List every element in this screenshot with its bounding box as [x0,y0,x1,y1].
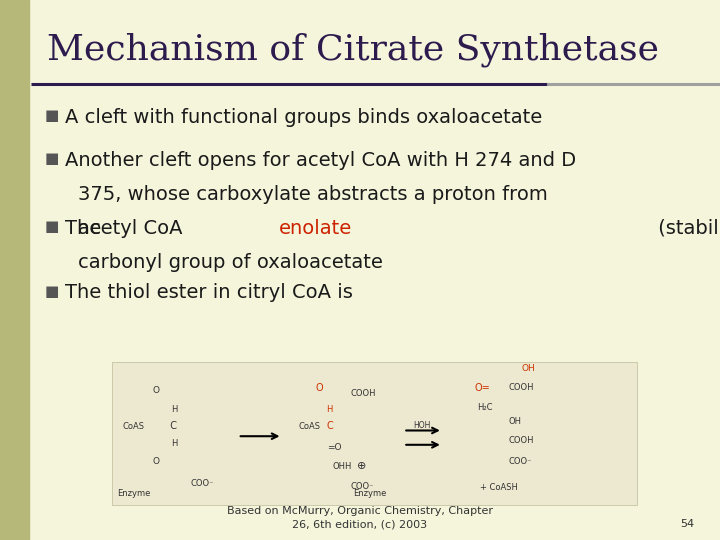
Text: H₂C: H₂C [477,403,492,412]
Text: ⊕: ⊕ [356,461,366,471]
Text: ■: ■ [45,108,59,123]
Bar [112,362,637,505]
Text: The: The [65,219,107,238]
Text: OHH: OHH [333,462,352,471]
Text: OH: OH [508,417,521,427]
Text: COO⁻: COO⁻ [351,482,374,491]
Text: C: C [326,421,333,431]
Text: acetyl CoA: acetyl CoA [78,219,182,238]
Text: O: O [315,382,323,393]
Text: Enzyme: Enzyme [117,489,150,498]
Text: HOH: HOH [413,422,431,430]
Text: =O: =O [327,443,341,452]
Text: CoAS: CoAS [122,422,144,431]
Text: OH: OH [521,364,535,374]
Text: 54: 54 [680,519,695,529]
Text: ■: ■ [45,284,59,299]
Text: Mechanism of Citrate Synthetase: Mechanism of Citrate Synthetase [47,32,659,67]
Text: Based on McMurry, Organic Chemistry, Chapter
26, 6th edition, (c) 2003: Based on McMurry, Organic Chemistry, Cha… [227,506,493,529]
Text: COOH: COOH [351,389,377,398]
Text: O: O [153,457,160,467]
Text: ■: ■ [45,151,59,166]
Text: C: C [164,421,177,431]
Text: enolate: enolate [279,219,352,238]
Text: H: H [171,404,178,414]
Text: O: O [153,386,160,395]
Text: COOH: COOH [508,383,534,392]
Text: Enzyme: Enzyme [354,489,387,498]
Text: H: H [171,439,178,448]
Text: + CoASH: + CoASH [480,483,518,492]
Bar [0,0,29,540]
Text: A cleft with functional groups binds oxaloacetate: A cleft with functional groups binds oxa… [65,108,542,127]
Text: COO⁻: COO⁻ [508,457,532,467]
Text: carbonyl group of oxaloacetate: carbonyl group of oxaloacetate [78,253,382,272]
Text: (stabilized by a cation) adds to the: (stabilized by a cation) adds to the [652,219,720,238]
Text: H: H [327,404,333,414]
Text: O=: O= [474,382,490,393]
Text: ■: ■ [45,219,59,234]
Text: Another cleft opens for acetyl CoA with H 274 and D: Another cleft opens for acetyl CoA with … [65,151,576,170]
Text: The thiol ester in citryl CoA is: The thiol ester in citryl CoA is [65,284,359,302]
Text: COOH: COOH [508,436,534,445]
Text: COO⁻: COO⁻ [190,479,214,488]
Text: CoAS: CoAS [298,422,320,431]
Text: 375, whose carboxylate abstracts a proton from: 375, whose carboxylate abstracts a proto… [78,185,547,204]
